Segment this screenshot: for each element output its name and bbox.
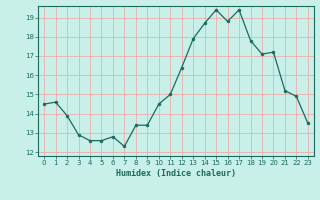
X-axis label: Humidex (Indice chaleur): Humidex (Indice chaleur) bbox=[116, 169, 236, 178]
